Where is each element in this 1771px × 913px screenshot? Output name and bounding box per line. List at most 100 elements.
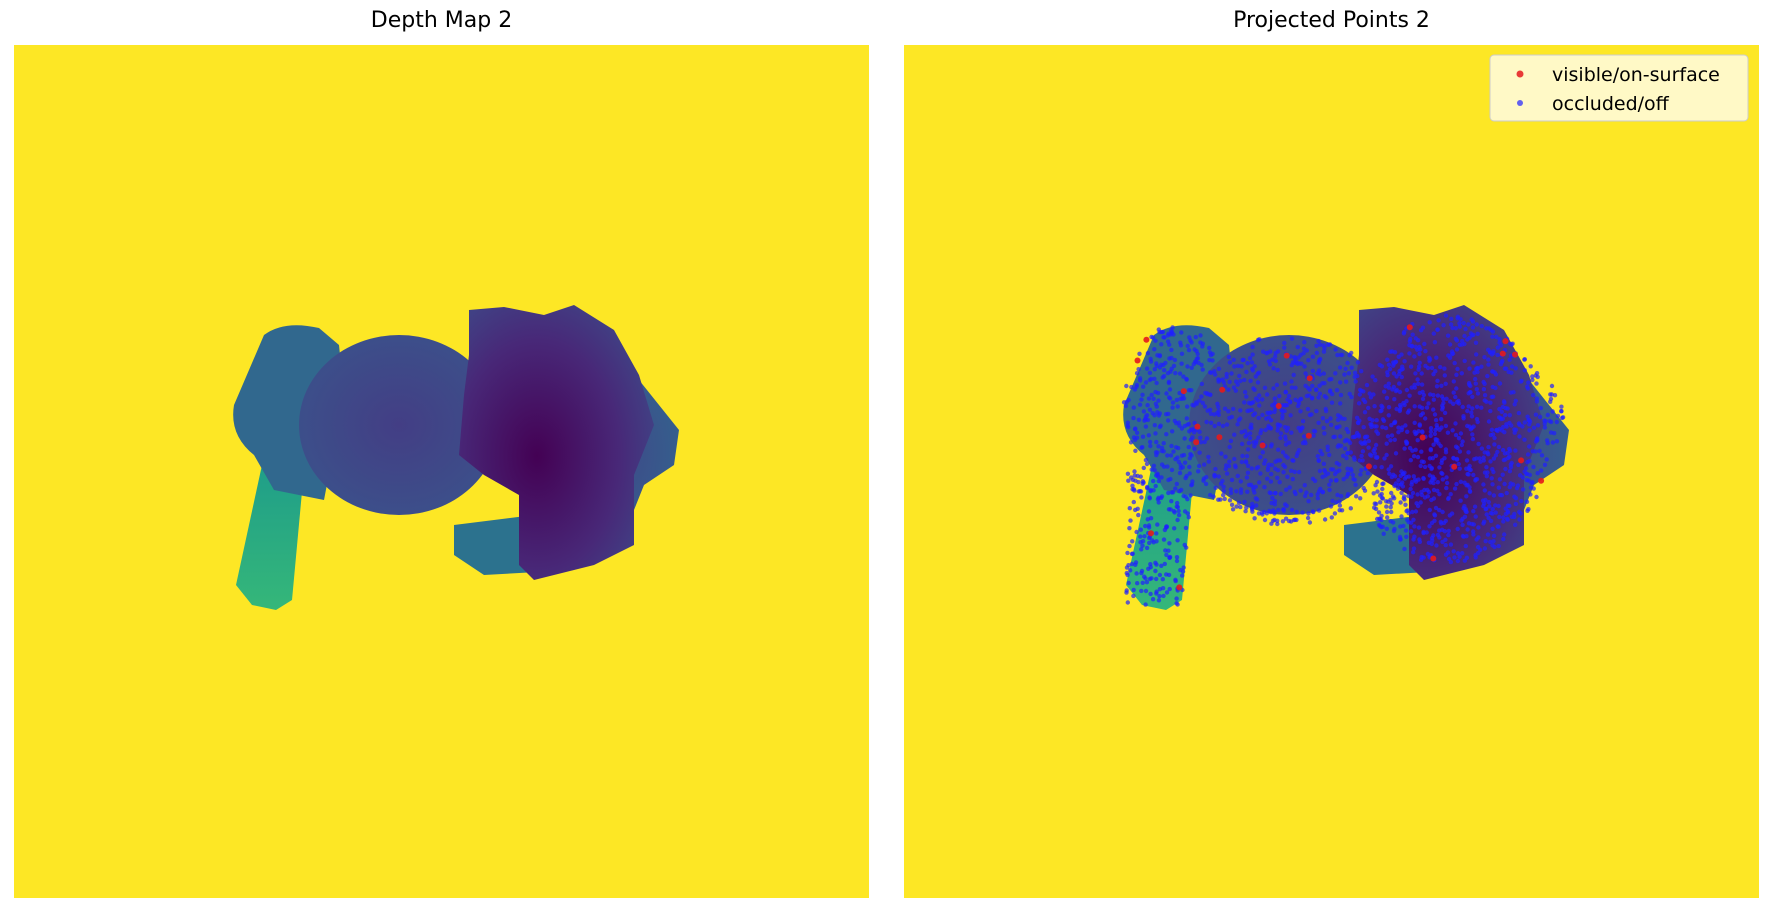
occluded-point [1127,543,1132,549]
projected-points-panel: visible/on-surface occluded/off [904,45,1759,898]
occluded-point [1502,532,1507,537]
occluded-point [1202,462,1207,467]
occluded-point [1156,500,1161,505]
occluded-point [1417,344,1422,350]
occluded-point [1258,455,1263,460]
occluded-point [1387,366,1393,372]
occluded-point [1535,436,1540,441]
occluded-point [1304,490,1309,495]
occluded-point [1554,439,1560,444]
occluded-point [1495,352,1500,358]
occluded-point [1161,374,1167,379]
occluded-point [1460,533,1466,539]
occluded-point [1184,473,1189,479]
occluded-point [1146,523,1152,528]
occluded-point [1417,537,1422,542]
occluded-point [1243,459,1249,464]
occluded-point [1133,426,1138,431]
occluded-point [1418,413,1424,418]
occluded-point [1153,568,1158,574]
occluded-point [1491,469,1496,475]
occluded-point [1273,466,1278,471]
occluded-point [1384,509,1390,515]
occluded-point [1321,349,1327,354]
occluded-point [1278,491,1283,497]
occluded-point [1538,468,1544,473]
occluded-point [1206,454,1211,460]
occluded-point [1227,459,1232,464]
occluded-point [1221,488,1226,494]
occluded-point [1283,442,1289,447]
occluded-point [1181,452,1187,458]
occluded-point [1148,443,1153,449]
occluded-point [1149,576,1154,581]
occluded-point [1329,515,1334,520]
occluded-point [1433,418,1439,423]
occluded-point [1280,519,1286,524]
occluded-point [1316,368,1322,373]
occluded-point [1469,317,1474,322]
occluded-point [1227,360,1233,365]
occluded-point [1520,475,1526,480]
occluded-point [1208,420,1214,425]
occluded-point [1283,390,1288,395]
occluded-point [1548,396,1554,402]
occluded-point [1138,527,1143,532]
occluded-point [1435,378,1440,383]
occluded-point [1349,394,1354,400]
occluded-point [1382,456,1387,461]
occluded-point [1170,400,1176,405]
occluded-point [1238,408,1243,413]
occluded-point [1236,500,1242,505]
occluded-point [1169,366,1174,371]
occluded-point [1399,490,1404,495]
occluded-point [1411,474,1416,479]
occluded-point [1482,355,1487,360]
occluded-point [1310,368,1315,374]
occluded-point [1389,433,1395,438]
occluded-point [1499,493,1505,498]
occluded-point [1505,450,1510,456]
occluded-point [1159,362,1164,367]
occluded-point [1534,381,1539,386]
occluded-point [1239,459,1245,465]
occluded-point [1125,600,1130,605]
occluded-point [1221,484,1226,489]
occluded-point [1160,329,1166,335]
occluded-point [1465,471,1470,477]
occluded-point [1459,442,1464,448]
occluded-point [1332,511,1338,516]
occluded-point [1250,352,1255,357]
occluded-point [1290,476,1295,482]
occluded-point [1212,423,1217,429]
occluded-point [1157,594,1162,599]
occluded-point [1344,455,1349,461]
occluded-point [1474,416,1480,422]
occluded-point [1451,455,1456,461]
occluded-point [1244,369,1249,375]
occluded-point [1428,429,1434,434]
occluded-point [1267,362,1273,367]
occluded-point [1251,412,1256,418]
occluded-point [1255,464,1261,470]
occluded-point [1402,359,1407,364]
occluded-point [1189,453,1194,458]
occluded-point [1315,496,1320,501]
visible-point [1305,432,1312,439]
occluded-point [1496,503,1501,509]
occluded-point [1403,528,1409,533]
occluded-point [1321,343,1326,348]
occluded-point [1517,434,1522,439]
visible-point [1275,403,1282,409]
occluded-point [1453,394,1458,400]
occluded-point [1152,347,1157,352]
occluded-point [1458,498,1463,503]
occluded-point [1425,494,1430,499]
occluded-point [1275,428,1280,433]
occluded-point [1251,440,1256,445]
occluded-point [1371,491,1376,496]
occluded-point [1154,452,1159,458]
occluded-point [1172,526,1177,531]
occluded-point [1545,441,1550,446]
occluded-point [1491,533,1497,538]
